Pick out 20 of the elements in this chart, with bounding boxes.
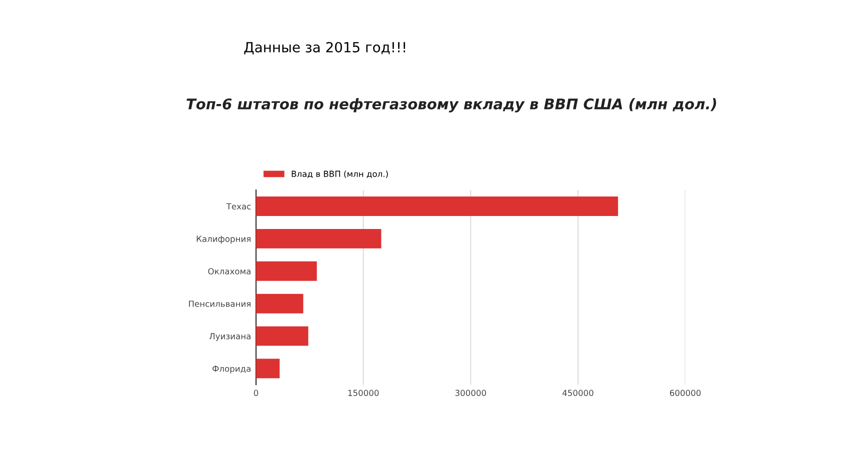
- text: Данные за 2015 год!!!: [244, 42, 406, 54]
- y-tick-label: Флорида: [212, 366, 250, 374]
- bar: [256, 326, 308, 346]
- x-tick-label: 600000: [670, 390, 701, 396]
- chart-title: Топ-6 штатов по нефтегазовому вкладу в ВВП США (млн дол.): [186, 98, 716, 112]
- y-tick-label: Пенсильвания: [189, 300, 250, 307]
- bar: [256, 358, 280, 378]
- bar: [256, 261, 317, 281]
- bar: [256, 228, 382, 248]
- y-tick-label: Техас: [226, 203, 251, 210]
- legend-label: Влад в ВВП (млн дол.): [292, 170, 388, 178]
- bar: [256, 196, 618, 216]
- x-tick-label: 300000: [455, 390, 486, 396]
- y-tick-label: Оклахома: [208, 268, 250, 274]
- x-tick-label: 0: [254, 390, 258, 396]
- x-tick-label: 150000: [348, 390, 379, 396]
- y-tick-label: Калифорния: [196, 236, 250, 244]
- bar: [256, 294, 304, 314]
- x-tick-label: 450000: [562, 390, 594, 396]
- y-tick-label: Луизиана: [209, 333, 250, 341]
